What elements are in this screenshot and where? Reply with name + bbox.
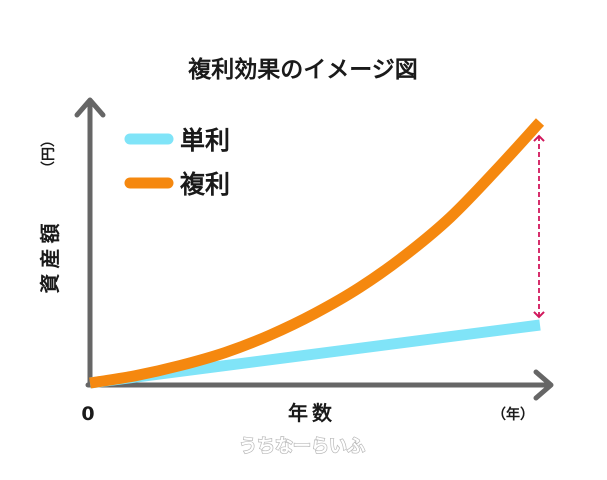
x-axis-unit: （年） <box>492 406 534 423</box>
legend-label-simple: 単利 <box>180 126 230 155</box>
x-axis-arrowhead <box>533 369 554 401</box>
watermark-logo: うちなーらいふ <box>239 436 365 457</box>
y-axis-label: 資産額 <box>38 219 62 294</box>
legend-label-compound: 複利 <box>180 170 230 199</box>
series-line-compound-interest <box>89 118 545 389</box>
x-axis-label: 年数 <box>288 401 336 425</box>
x-origin-label: 0 <box>81 403 94 425</box>
legend: 単利 複利 <box>124 126 230 199</box>
chart-title: 複利効果のイメージ図 <box>188 56 418 83</box>
axes <box>74 97 554 401</box>
y-axis-arrowhead <box>74 97 106 118</box>
y-axis-unit: （円） <box>41 133 57 175</box>
series-layer <box>89 118 545 389</box>
